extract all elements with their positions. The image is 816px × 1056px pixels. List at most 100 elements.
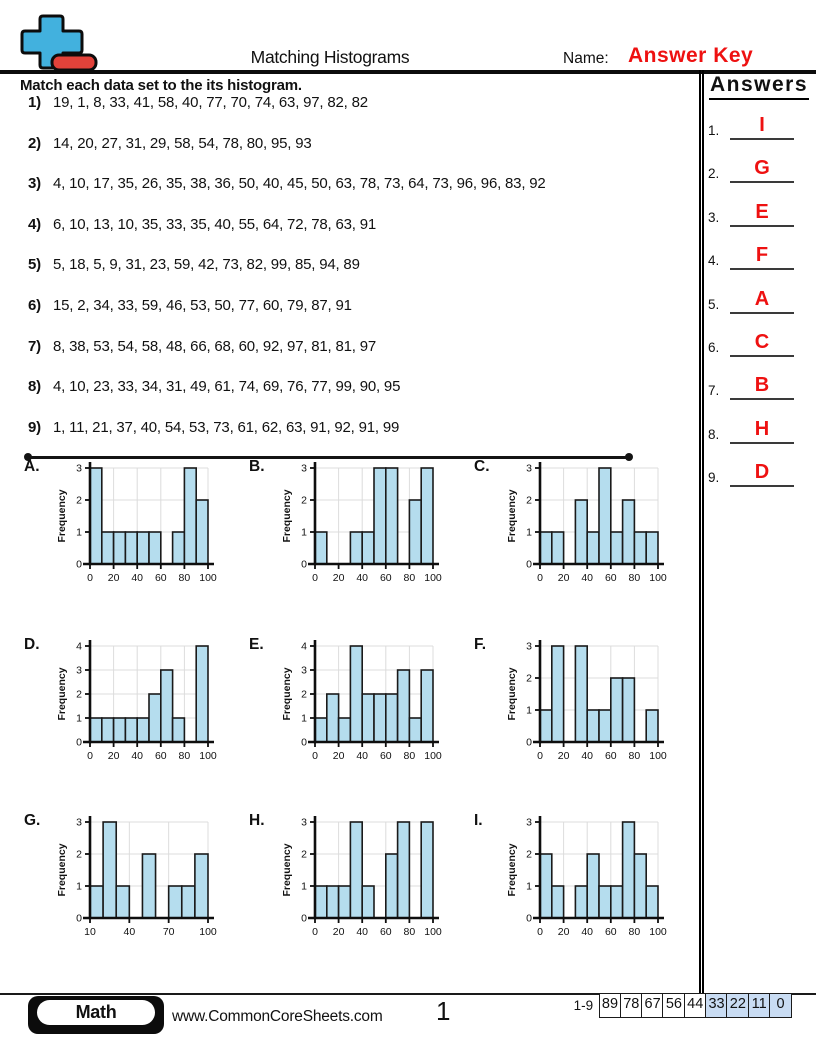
histogram-cell-i: I. 0 20 40 60 80 100 0 1 2 3 Frequency <box>472 806 687 956</box>
histogram-letter: D. <box>24 636 40 653</box>
histogram-bar <box>183 467 197 565</box>
question-number: 3) <box>28 175 41 193</box>
math-brand-badge: Math <box>28 996 164 1034</box>
y-tick-label: 1 <box>76 713 82 725</box>
answer-number: 3. <box>708 209 720 225</box>
website-url: www.CommonCoreSheets.com <box>172 1008 383 1025</box>
x-tick-label: 20 <box>108 750 120 762</box>
histogram-bar <box>337 717 352 743</box>
histogram-svg: 10 40 70 100 0 1 2 3 Frequency <box>56 816 217 938</box>
y-tick-label: 3 <box>76 463 82 475</box>
histogram-cell-c: C. 0 20 40 60 80 100 0 1 2 3 Frequency <box>472 452 687 602</box>
histogram-bar <box>586 853 600 919</box>
histogram-bar <box>385 853 399 919</box>
histogram-svg: 0 20 40 60 80 100 0 1 2 3 Frequency <box>56 462 217 584</box>
y-tick-label: 2 <box>76 689 82 701</box>
page-number: 1 <box>436 996 451 1026</box>
histogram-svg: 0 20 40 60 80 100 0 1 2 3 Frequency <box>281 816 442 938</box>
y-tick-label: 3 <box>301 817 307 829</box>
x-tick-label: 0 <box>537 750 543 762</box>
footer-rule <box>0 993 816 995</box>
y-tick-label: 3 <box>76 817 82 829</box>
answer-item: 4. F <box>706 240 806 271</box>
histogram-svg: 0 20 40 60 80 100 0 1 2 3 Frequency <box>506 462 667 584</box>
answer-item: 2. G <box>706 153 806 184</box>
x-tick-label: 60 <box>155 572 167 584</box>
answer-item: 9. D <box>706 457 806 488</box>
x-tick-label: 0 <box>87 572 93 584</box>
x-tick-label: 60 <box>380 926 392 938</box>
histogram-bar <box>160 669 174 743</box>
y-tick-label: 1 <box>301 881 307 893</box>
histogram-bar <box>171 531 186 565</box>
answers-title-text: Answers <box>708 73 810 100</box>
y-axis-label: Frequency <box>506 489 518 542</box>
x-tick-label: 0 <box>312 926 318 938</box>
histogram-letter: I. <box>474 812 483 829</box>
answer-item: 7. B <box>706 370 806 401</box>
x-tick-label: 10 <box>84 926 96 938</box>
y-axis-label: Frequency <box>281 667 293 720</box>
histogram-letter: E. <box>249 636 264 653</box>
y-axis-label: Frequency <box>56 843 68 896</box>
histogram-bar <box>325 693 340 743</box>
x-tick-label: 0 <box>312 572 318 584</box>
x-tick-label: 40 <box>131 750 143 762</box>
answer-number: 8. <box>708 426 720 442</box>
answer-item: 6. C <box>706 327 806 357</box>
y-tick-label: 1 <box>526 527 532 539</box>
question-item: 8) 4, 10, 23, 33, 34, 31, 49, 61, 74, 69,… <box>28 378 688 395</box>
answer-blank: G <box>730 155 794 184</box>
y-tick-label: 0 <box>526 559 532 571</box>
score-cell: 44 <box>683 993 707 1018</box>
answer-number: 6. <box>708 340 720 355</box>
question-values: 19, 1, 8, 33, 41, 58, 40, 77, 70, 74, 63… <box>53 94 368 111</box>
answers-panel-border <box>699 70 704 993</box>
histogram-bar <box>349 531 364 565</box>
y-tick-label: 4 <box>301 641 307 653</box>
answer-blank: A <box>730 286 794 314</box>
x-tick-label: 0 <box>537 572 543 584</box>
score-cell: 33 <box>705 993 729 1018</box>
answer-number: 7. <box>708 383 720 399</box>
y-tick-label: 2 <box>526 495 532 507</box>
question-values: 8, 38, 53, 54, 58, 48, 66, 68, 60, 92, 9… <box>53 337 376 355</box>
histogram-svg: 0 20 40 60 80 100 0 1 2 3 4 Frequency <box>56 640 217 762</box>
answer-blank: H <box>730 416 794 444</box>
histogram-bar <box>89 717 103 743</box>
x-tick-label: 100 <box>199 750 217 762</box>
instruction-text: Match each data set to the its histogram… <box>20 77 302 94</box>
question-item: 4) 6, 10, 13, 10, 35, 33, 35, 40, 55, 64,… <box>28 216 688 233</box>
y-axis-label: Frequency <box>506 843 518 896</box>
histogram-bar <box>610 677 624 743</box>
y-tick-label: 3 <box>526 817 532 829</box>
x-tick-label: 80 <box>629 750 641 762</box>
histogram-bar <box>610 531 624 565</box>
answer-number: 9. <box>708 470 720 486</box>
x-tick-label: 100 <box>649 926 667 938</box>
histogram-bar <box>325 885 340 919</box>
score-cells: 89 78 67 56 44 33 22 11 0 <box>598 993 792 1018</box>
question-values: 6, 10, 13, 10, 35, 33, 35, 40, 55, 64, 7… <box>53 215 376 233</box>
histogram-bar <box>420 669 434 743</box>
histogram-bar <box>574 885 589 919</box>
question-item: 6) 15, 2, 34, 33, 59, 46, 53, 50, 77, 60,… <box>28 297 688 314</box>
y-tick-label: 2 <box>301 495 307 507</box>
separator-left-dot <box>24 453 32 461</box>
y-axis-label: Frequency <box>281 489 293 542</box>
histogram-bar <box>550 885 565 919</box>
histogram-bar <box>124 531 139 565</box>
histogram-bar <box>100 717 115 743</box>
x-tick-label: 40 <box>356 750 368 762</box>
x-tick-label: 40 <box>356 926 368 938</box>
y-axis-label: Frequency <box>56 489 68 542</box>
histogram-bar <box>337 885 352 919</box>
histogram-letter: A. <box>24 458 40 475</box>
y-tick-label: 1 <box>301 527 307 539</box>
answer-number: 1. <box>708 123 720 138</box>
y-tick-label: 2 <box>301 849 307 861</box>
question-values: 5, 18, 5, 9, 31, 23, 59, 42, 73, 82, 99,… <box>53 256 360 274</box>
question-item: 2) 14, 20, 27, 31, 29, 58, 54, 78, 80, 95… <box>28 135 688 152</box>
histogram-bar <box>195 499 209 565</box>
